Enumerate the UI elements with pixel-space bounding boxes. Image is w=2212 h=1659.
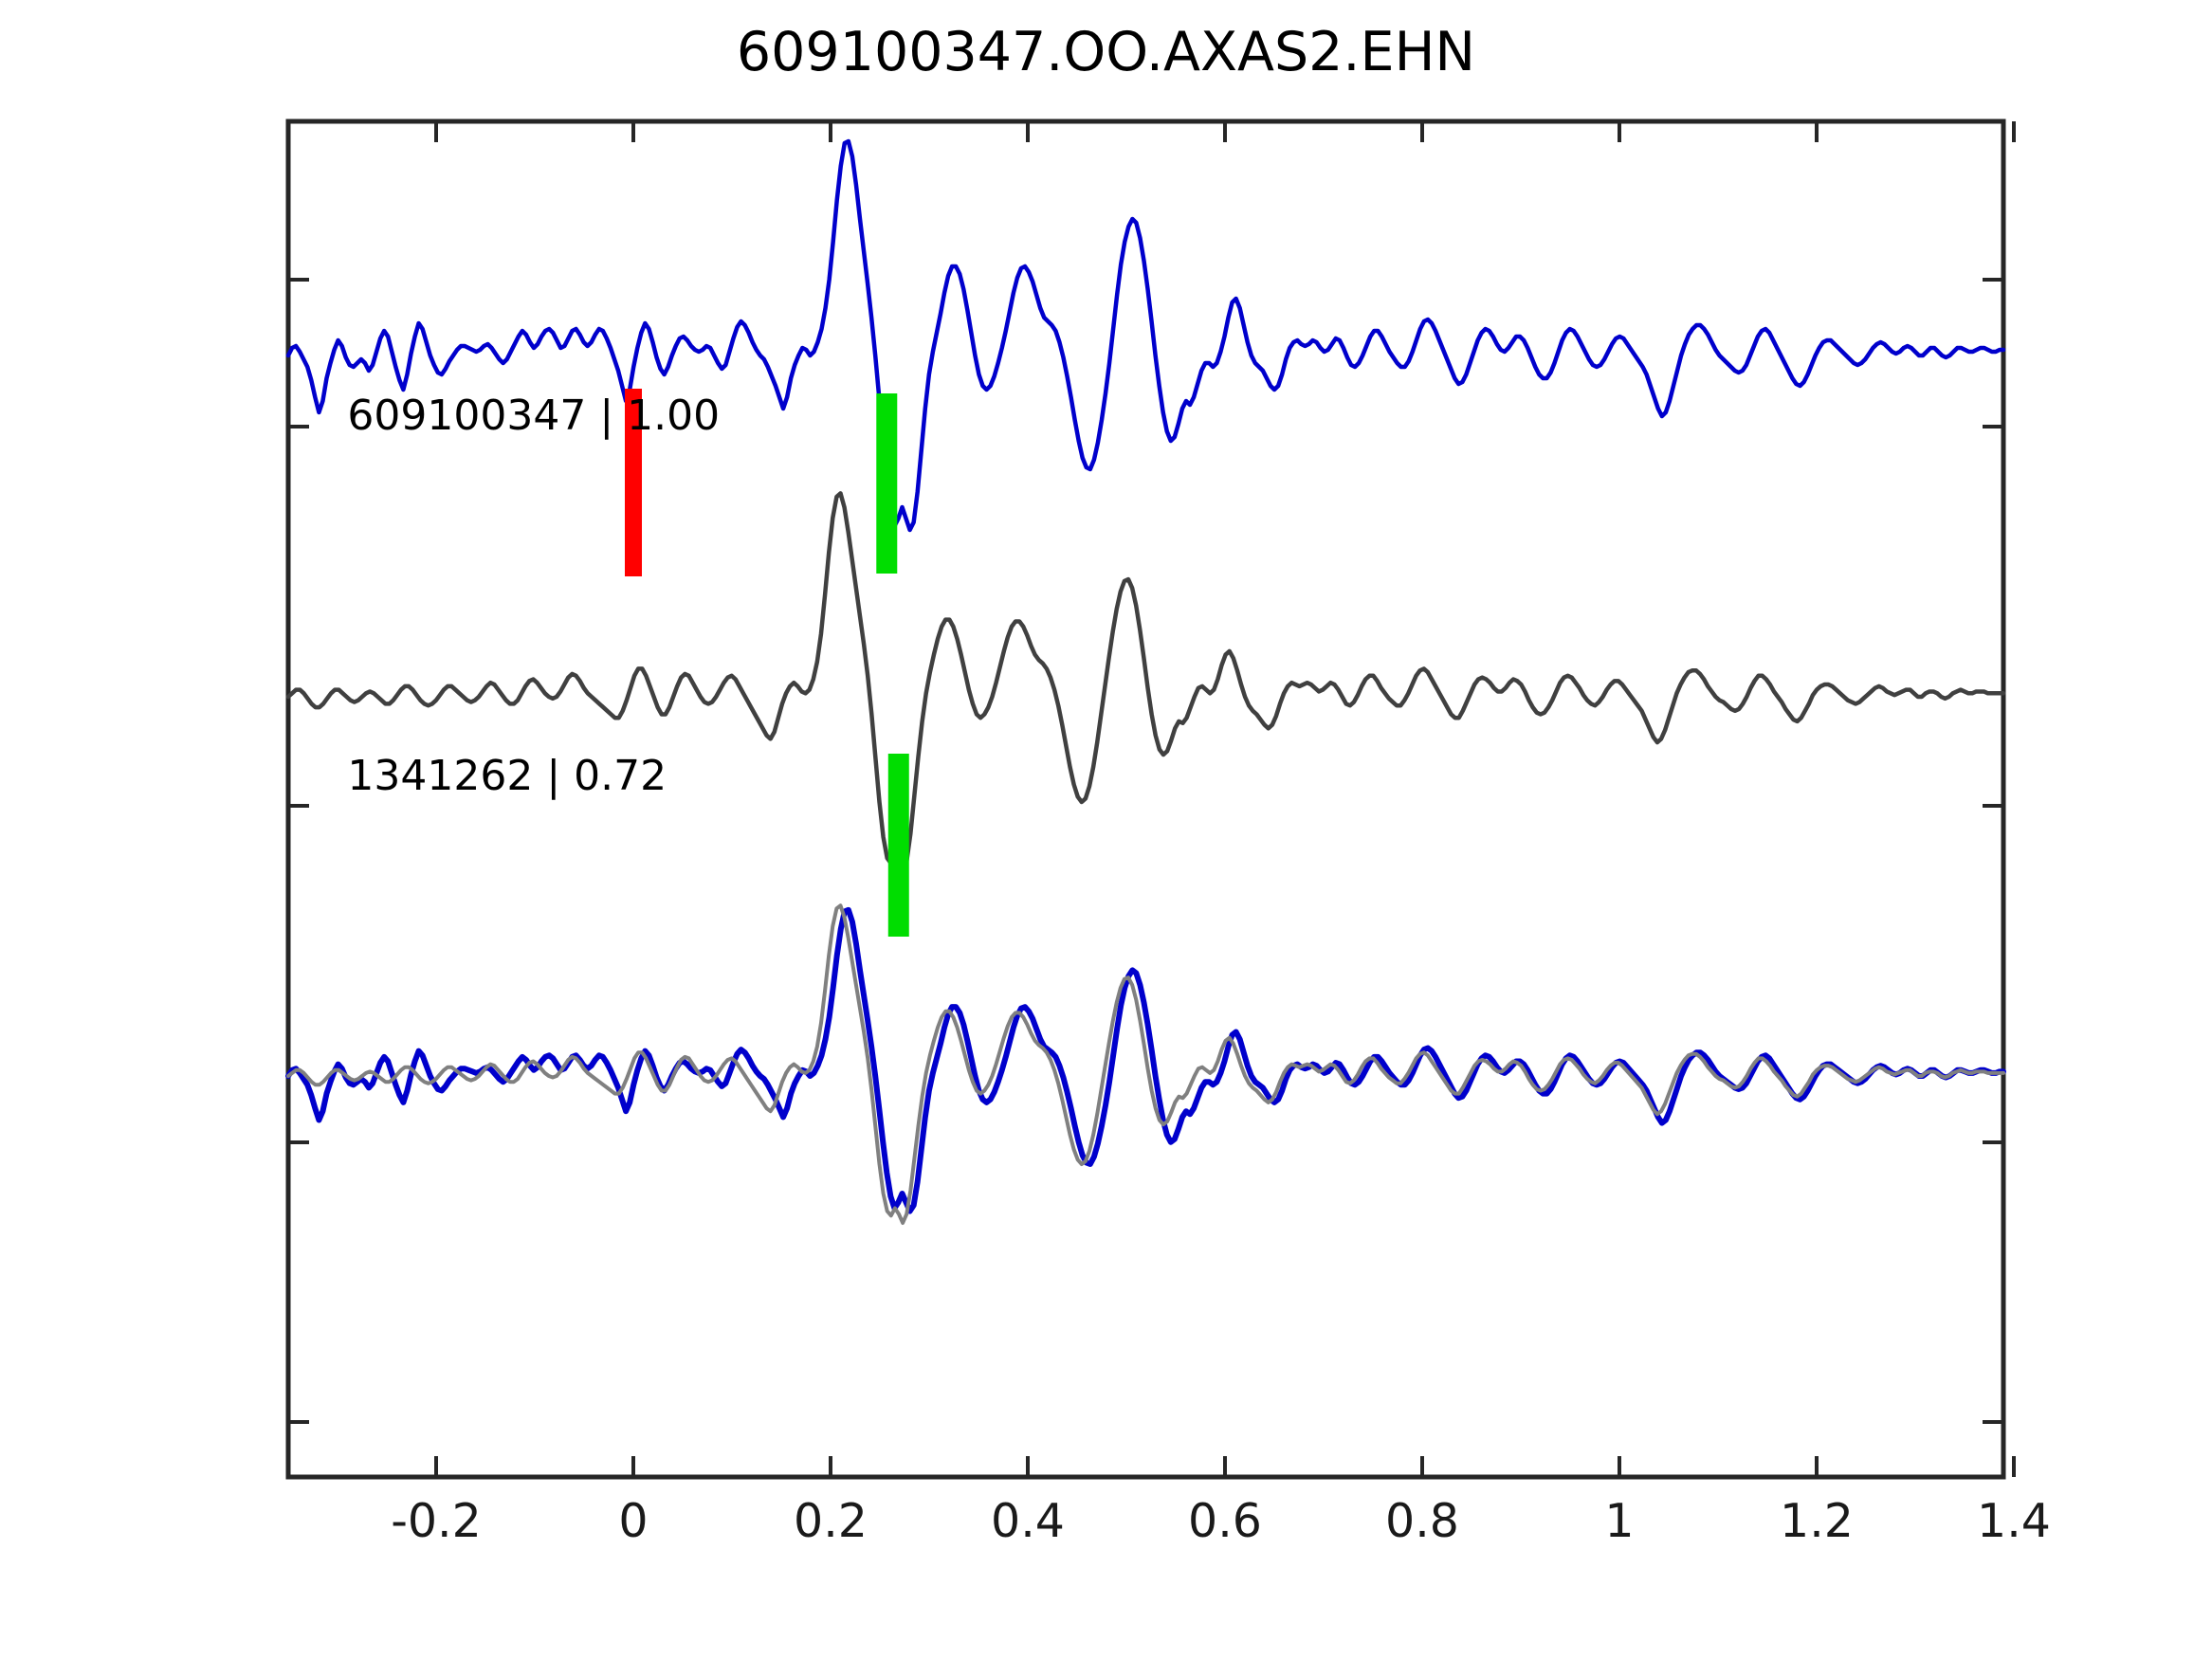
waveform-traces — [285, 138, 2006, 1225]
x-tick-label: 0.2 — [794, 1494, 868, 1548]
page-title: 609100347.OO.AXAS2.EHN — [736, 21, 1476, 83]
trace-1-label: 609100347 | 1.00 — [347, 392, 721, 440]
x-tick-label: 1 — [1604, 1494, 1635, 1548]
pick-marker-trace-2 — [887, 754, 909, 937]
waveform-trace-1341262 — [285, 491, 2006, 875]
pick-marker-trace-1 — [876, 393, 898, 574]
x-tick-label: 1.4 — [1977, 1494, 2051, 1548]
x-tick-label: 0.4 — [991, 1494, 1065, 1548]
x-tick-label: 0.8 — [1385, 1494, 1459, 1548]
x-tick-label: 1.2 — [1780, 1494, 1854, 1548]
waveform-trace-1341262-overlay — [286, 903, 2005, 1225]
x-tick-label: 0 — [618, 1494, 649, 1548]
origin-marker — [625, 389, 642, 576]
x-tick-label: -0.2 — [391, 1494, 482, 1548]
x-tick-label: 0.6 — [1188, 1494, 1262, 1548]
axis-ticks — [288, 121, 2016, 1477]
waveform-trace-609100347 — [285, 138, 2006, 533]
phase-markers — [625, 389, 909, 937]
axes-frame — [285, 118, 2006, 1480]
trace-2-label: 1341262 | 0.72 — [347, 752, 667, 800]
